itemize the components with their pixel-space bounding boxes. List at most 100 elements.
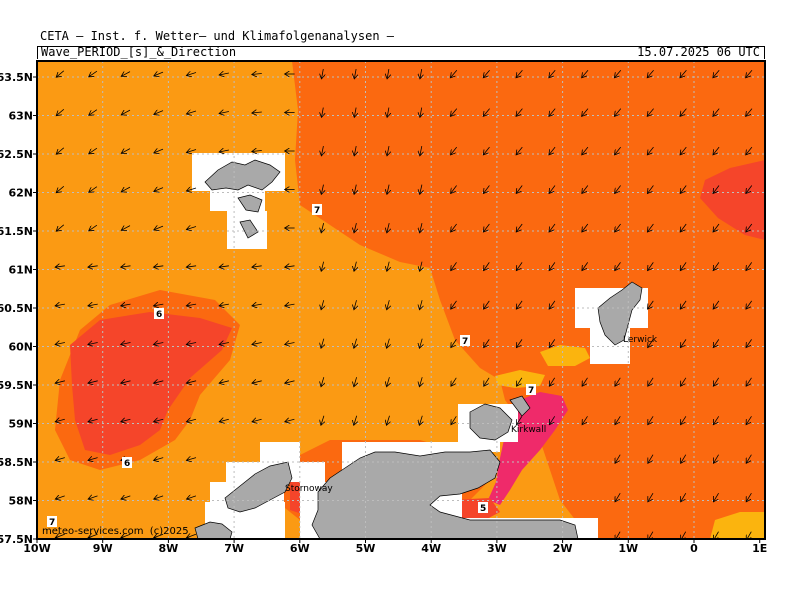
direction-arrow [483, 69, 490, 78]
direction-arrow [582, 108, 589, 117]
direction-arrow [321, 338, 324, 349]
direction-arrow [252, 74, 262, 75]
contour-label: 6 [124, 459, 130, 469]
map-frame [36, 60, 766, 540]
shetland [597, 281, 643, 346]
direction-arrow [451, 416, 457, 424]
direction-arrow [713, 185, 720, 194]
direction-arrow [321, 377, 324, 387]
direction-arrow [615, 262, 621, 270]
longitude-label: 2W [553, 542, 573, 555]
direction-arrow [55, 419, 65, 422]
direction-arrow [484, 377, 490, 386]
direction-arrow [746, 492, 752, 502]
place-label-stornoway: Stornoway [285, 484, 333, 494]
longitude-label: 1W [618, 542, 638, 555]
direction-arrow [713, 492, 719, 502]
direction-arrow [647, 108, 654, 117]
direction-arrow [219, 343, 229, 345]
direction-arrow [713, 416, 720, 424]
longitude-label: 1E [752, 542, 767, 555]
direction-arrow [549, 416, 556, 424]
latitude-label: 62N [8, 187, 33, 200]
direction-arrow [321, 261, 323, 272]
direction-arrow [219, 381, 229, 383]
direction-arrow [55, 266, 65, 267]
direction-arrow [387, 107, 389, 118]
direction-arrow [55, 534, 65, 537]
direction-arrow [354, 261, 356, 272]
latitude-label: 63N [8, 110, 33, 123]
land-masses [194, 159, 643, 539]
direction-arrow [121, 225, 131, 231]
direction-arrow [419, 377, 422, 387]
direction-arrow [154, 188, 164, 192]
direction-arrow [56, 108, 65, 115]
direction-arrow [484, 262, 490, 270]
direction-arrow [187, 534, 197, 537]
latitude-label: 58.5N [0, 456, 33, 469]
direction-arrow [549, 69, 556, 78]
contour-labels: 6 7 6 7 7 7 5 [47, 204, 536, 528]
direction-arrow [55, 458, 65, 461]
direction-arrow [354, 107, 356, 118]
direction-arrow [680, 262, 687, 270]
latitude-label: 57.5N [0, 533, 33, 546]
latitude-label: 63.5N [0, 71, 33, 84]
direction-arrow [713, 339, 720, 347]
direction-arrow [483, 146, 490, 155]
period-band-west-core [70, 312, 232, 455]
direction-arrow [451, 262, 457, 270]
direction-arrow [483, 223, 490, 232]
title-bar [37, 46, 765, 59]
direction-arrow [680, 223, 687, 232]
direction-arrow [89, 70, 98, 77]
direction-arrow [121, 109, 131, 115]
axis-ticks [33, 76, 761, 543]
faroe-islands-suduroy [239, 219, 259, 239]
direction-arrow [746, 69, 753, 78]
direction-arrow [713, 69, 720, 78]
direction-arrow [516, 185, 523, 194]
direction-arrow [252, 419, 262, 422]
direction-arrow [615, 454, 621, 464]
direction-arrow [582, 146, 589, 155]
direction-arrow [354, 338, 357, 349]
direction-arrow [154, 72, 164, 76]
direction-arrow [56, 147, 65, 154]
direction-arrow [582, 185, 589, 194]
longitude-label: 3W [487, 542, 507, 555]
direction-arrow [186, 381, 197, 383]
direction-arrow [322, 107, 324, 118]
direction-arrow [186, 419, 197, 422]
direction-arrow [121, 343, 131, 345]
direction-arrow [252, 151, 262, 152]
place-label-lerwick: Lerwick [623, 335, 658, 345]
direction-arrow [186, 458, 197, 461]
direction-arrow [419, 415, 422, 426]
latitude-label: 58N [8, 495, 33, 508]
longitude-label: 6W [290, 542, 310, 555]
direction-arrow [56, 70, 65, 77]
direction-arrow [154, 149, 164, 153]
direction-arrow [186, 304, 197, 306]
direction-arrow [89, 147, 98, 154]
direction-arrow [746, 262, 753, 270]
direction-arrow [186, 343, 197, 345]
direction-arrow [516, 108, 523, 117]
direction-arrow [713, 223, 720, 232]
period-band-low [488, 392, 568, 505]
direction-arrow [420, 107, 422, 118]
period-band-7-8 [292, 61, 765, 539]
latitude-label: 61.5N [0, 225, 33, 238]
direction-arrow [420, 146, 422, 156]
direction-arrow [517, 377, 523, 386]
direction-arrow [516, 69, 523, 78]
direction-arrow [354, 184, 356, 195]
direction-arrow [55, 381, 65, 383]
direction-arrow [154, 304, 164, 306]
direction-arrow [121, 381, 131, 383]
direction-arrow [387, 184, 389, 195]
direction-arrow [121, 266, 131, 267]
